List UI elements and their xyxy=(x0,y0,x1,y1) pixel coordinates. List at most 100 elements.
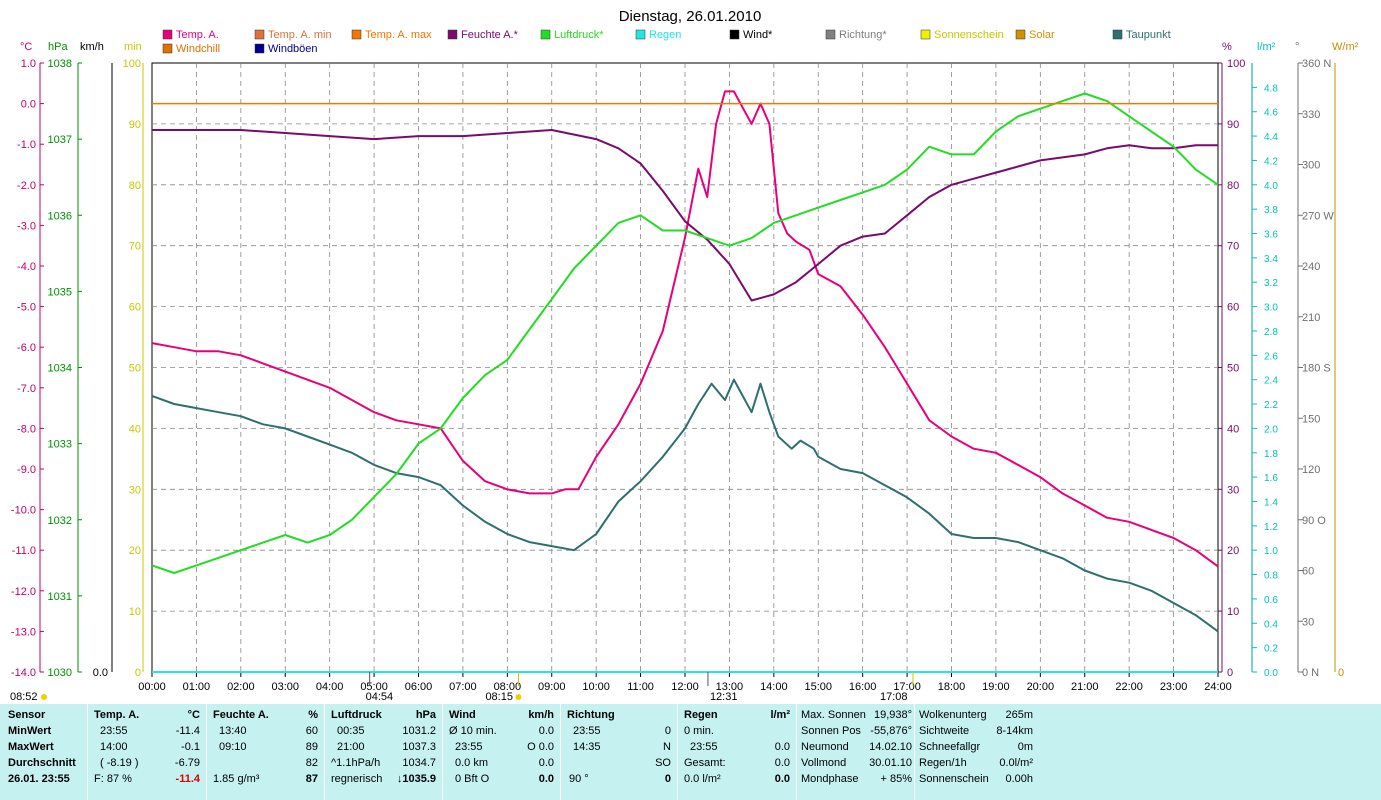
rain-tick-label: 0.0 xyxy=(1264,668,1278,679)
legend-label: Luftdruck* xyxy=(554,29,604,41)
misc-r2-val: 0m xyxy=(1017,741,1033,753)
rain-tick-label: 1.4 xyxy=(1264,497,1278,508)
temp-unit: °C xyxy=(187,709,200,721)
temp-tick-label: -3.0 xyxy=(17,220,36,232)
wind-r3-label: 0.0 km xyxy=(455,757,489,769)
rain-unit-label: l/m² xyxy=(1257,41,1276,53)
legend-label: Richtung* xyxy=(839,29,887,41)
pressure-max-time: 21:00 xyxy=(337,741,365,753)
solar-unit-label: W/m² xyxy=(1332,41,1359,53)
rain-tick-label: 1.6 xyxy=(1264,473,1278,484)
series-line xyxy=(151,378,1219,633)
pressure-tick-label: 1030 xyxy=(48,667,72,679)
minutes-tick-label: 40 xyxy=(129,423,141,435)
temp-tick-label: -9.0 xyxy=(17,464,36,476)
x-tick-label: 22:00 xyxy=(1115,681,1143,693)
sun-r3-val: 30.01.10 xyxy=(869,757,912,769)
temp-tick-label: -7.0 xyxy=(17,383,36,395)
direction-tick-label: 180 S xyxy=(1302,363,1331,375)
sun-r0-val: 19,938° xyxy=(873,709,912,721)
pressure-tick-label: 1038 xyxy=(48,58,72,70)
pressure-tick-label: 1036 xyxy=(48,210,72,222)
rain-tick-label: 1.2 xyxy=(1264,522,1278,533)
rain-r3-label: Gesamt: xyxy=(684,757,726,769)
sun-r1-val: -55,876° xyxy=(870,725,912,737)
temp-cur-val: -11.4 xyxy=(175,773,200,785)
misc-r4-val: 0.00h xyxy=(1005,773,1033,785)
pressure-tick-label: 1035 xyxy=(48,286,72,298)
temp-tick-label: -2.0 xyxy=(17,180,36,192)
humidity-tick-label: 100 xyxy=(1227,58,1245,70)
rain-tick-label: 2.0 xyxy=(1264,424,1278,435)
pressure-min-val: 1031.2 xyxy=(402,725,436,737)
direction-tick-label: 120 xyxy=(1302,464,1320,476)
humidity-tick-label: 80 xyxy=(1227,180,1239,192)
rain-tick-label: 0.6 xyxy=(1264,595,1278,606)
rain-header: Regen xyxy=(684,709,718,721)
pressure-tick-label: 1032 xyxy=(48,515,72,527)
pressure-min-time: 00:35 xyxy=(337,725,365,737)
humidity-tick-label: 30 xyxy=(1227,484,1239,496)
minutes-tick-label: 0 xyxy=(135,667,141,679)
rain-tick-label: 4.4 xyxy=(1264,132,1278,143)
legend-swatch xyxy=(729,29,740,40)
temp-tick-label: -11.0 xyxy=(12,545,36,557)
legend-swatch xyxy=(1015,29,1026,40)
humidity-unit: % xyxy=(308,709,318,721)
x-tick-label: 07:00 xyxy=(449,681,477,693)
temp-unit-label: °C xyxy=(20,41,32,53)
stats-misc-column: Wolkenunterg 265m Sichtweite 8-14km Schnee… xyxy=(915,707,1035,797)
legend-swatch xyxy=(351,29,362,40)
sunrise-label: 08:52 xyxy=(10,691,38,703)
stats-humidity-column: Feuchte A.% 13:40 60 09:10 89 82 1.85 g/m³… xyxy=(207,707,324,797)
legend-label: Windchill xyxy=(176,43,220,55)
rain-tick-label: 2.6 xyxy=(1264,351,1278,362)
temp-avg-val: -6.79 xyxy=(174,757,200,769)
x-tick-label: 02:00 xyxy=(227,681,255,693)
legend-label: Windböen xyxy=(268,43,318,55)
x-tick-label: 14:00 xyxy=(760,681,788,693)
wind-r1-label: Ø 10 min. xyxy=(449,725,497,737)
axes: 00:00 01:00 02:00 03:00 04:00 05:00 06:00 07:00… xyxy=(11,41,1359,693)
rain-tick-label: 4.0 xyxy=(1264,181,1278,192)
temp-min-val: -11.4 xyxy=(175,725,200,737)
solar-tick-label: 0 xyxy=(1338,667,1344,679)
series-line xyxy=(151,90,1219,568)
sunrise-time-label: 08:15 xyxy=(485,691,513,703)
direction-tick-label: 240 xyxy=(1302,261,1320,273)
rain-tick-label: 4.2 xyxy=(1264,156,1278,167)
temp-tick-label: -8.0 xyxy=(17,423,36,435)
minutes-tick-label: 60 xyxy=(129,302,141,314)
x-tick-label: 10:00 xyxy=(582,681,610,693)
x-tick-label: 09:00 xyxy=(538,681,566,693)
wind-r1-val: 0.0 xyxy=(538,725,554,737)
humidity-avg-val: 82 xyxy=(305,757,318,769)
stats-sensor-column: Sensor MinWert MaxWert Durchschnitt 26.0… xyxy=(0,707,87,797)
sun-r0-label: Max. Sonnen xyxy=(801,709,866,721)
legend-swatch xyxy=(920,29,931,40)
direction-tick-label: 330 xyxy=(1302,109,1320,121)
humidity-tick-label: 50 xyxy=(1227,363,1239,375)
wind-header: Wind xyxy=(449,709,476,721)
misc-r4-label: Sonnenschein xyxy=(919,773,989,785)
temp-max-time: 14:00 xyxy=(100,741,128,753)
minutes-tick-label: 50 xyxy=(129,363,141,375)
rain-tick-label: 0.8 xyxy=(1264,571,1278,582)
legend-swatch xyxy=(1112,29,1123,40)
stats-direction-column: Richtung 23:55 0 14:35 N SO 90 ° 0 xyxy=(561,707,677,797)
sun-r2-label: Neumond xyxy=(801,741,849,753)
rain-unit: l/m² xyxy=(770,709,790,721)
humidity-cur-val: 87 xyxy=(305,773,318,785)
legend-label: Solar xyxy=(1029,29,1055,41)
x-tick-label: 18:00 xyxy=(938,681,966,693)
legend: Temp. A. Temp. A. min Temp. A. max Feuchte … xyxy=(162,29,1171,55)
wind-r4-val: 0.0 xyxy=(538,773,554,785)
pressure-forecast: regnerisch xyxy=(331,773,383,785)
direction-r1-val: 0 xyxy=(664,725,671,737)
pressure-trend: ^1.1hPa/h xyxy=(331,757,381,769)
wind-unit-label: km/h xyxy=(80,41,104,53)
x-tick-label: 01:00 xyxy=(183,681,211,693)
temp-header: Temp. A. xyxy=(94,709,140,721)
humidity-tick-label: 10 xyxy=(1227,606,1239,618)
legend-label: Regen xyxy=(649,29,681,41)
